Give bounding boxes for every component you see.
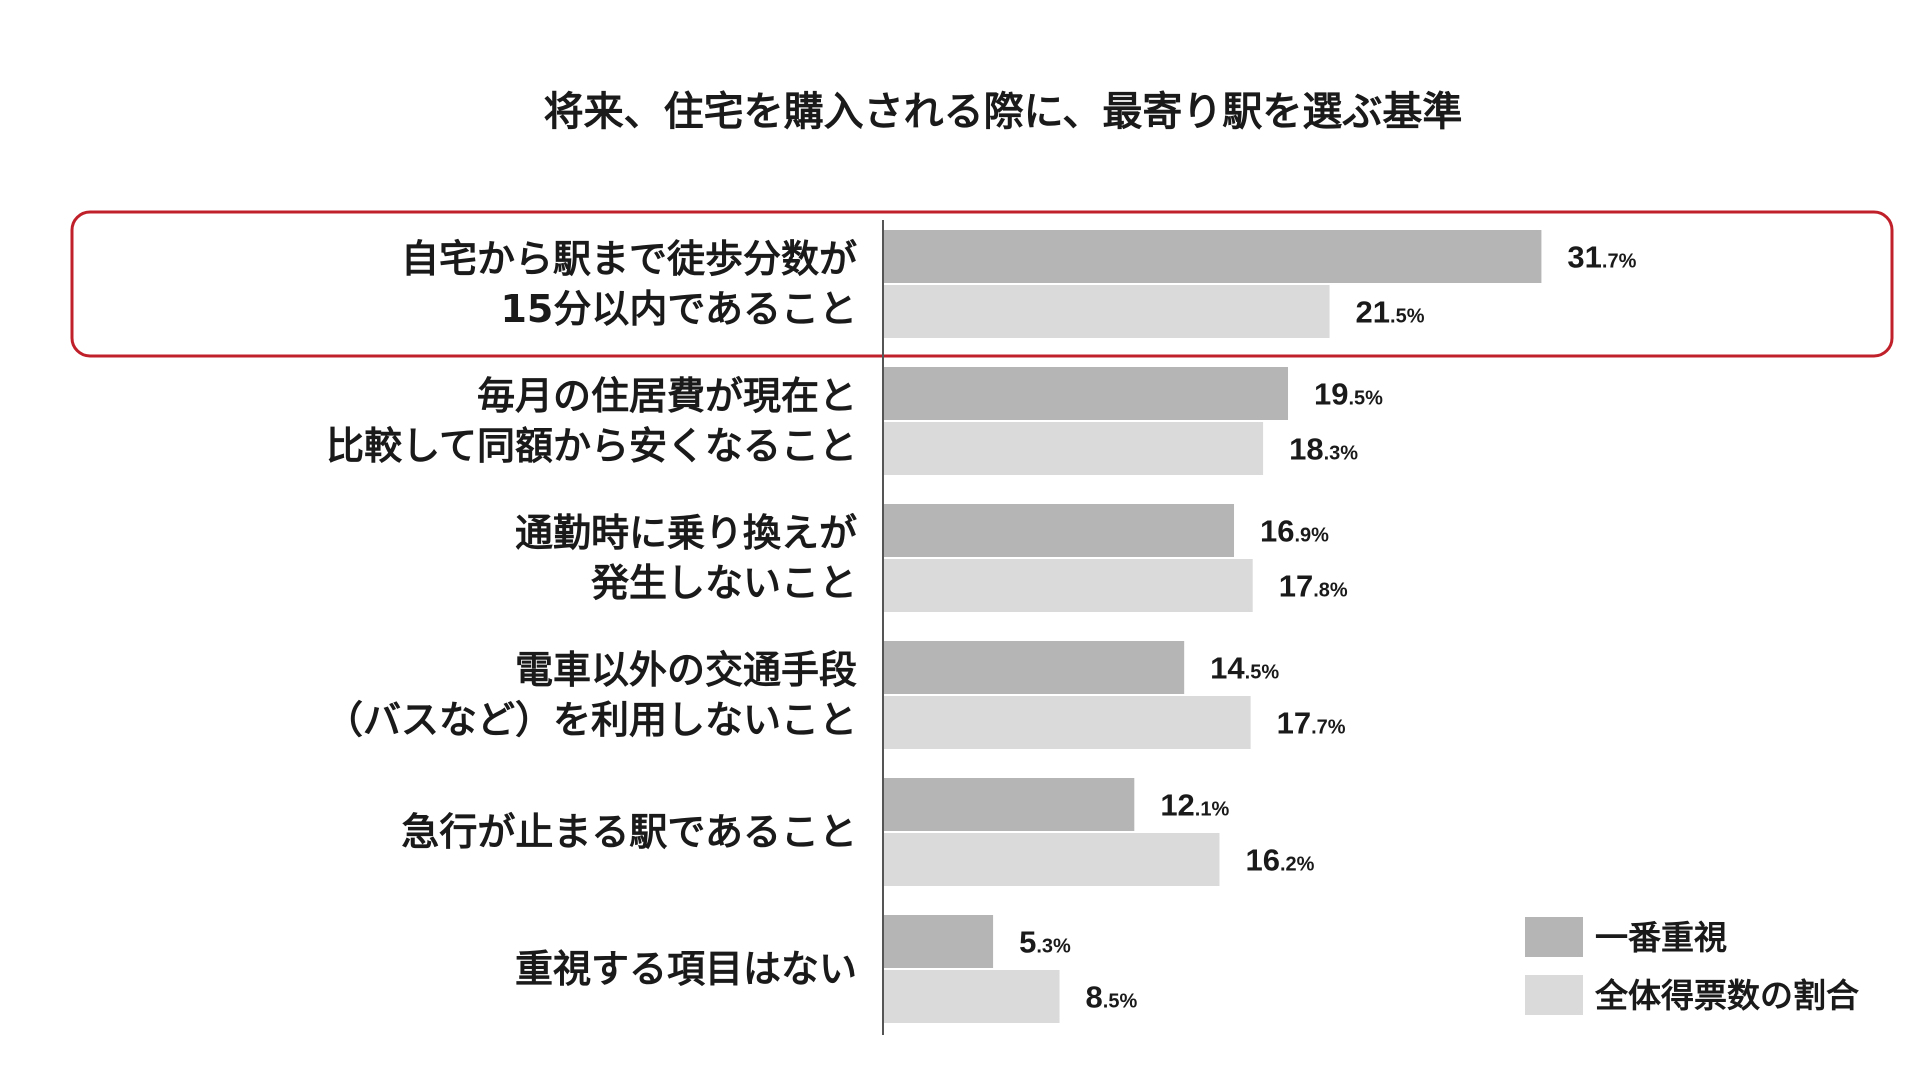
bar-overall-share (883, 970, 1060, 1023)
value-label: 12.1% (1160, 788, 1229, 823)
legend-swatch-overall-share (1525, 975, 1583, 1015)
category-label: 比較して同額から安くなること (326, 424, 857, 468)
value-label: 19.5% (1314, 377, 1383, 412)
category-label: 急行が止まる駅であること (401, 810, 857, 854)
bar-most-important (883, 504, 1235, 557)
category-label: 自宅から駅まで徒歩分数が (401, 237, 857, 281)
value-label: 16.9% (1260, 514, 1329, 549)
legend-swatch-most-important (1525, 917, 1583, 957)
category-labels: 自宅から駅まで徒歩分数が 15分以内であること毎月の住居費が現在と比較して同額から… (325, 237, 857, 991)
category-label: 通勤時に乗り換えが (515, 511, 857, 555)
bar-overall-share (883, 833, 1220, 886)
chart-title: 将来、住宅を購入される際に、最寄り駅を選ぶ基準 (544, 89, 1463, 135)
bar-overall-share (883, 696, 1251, 749)
category-label: （バスなど）を利用しないこと (325, 698, 857, 742)
bar-overall-share (883, 285, 1330, 338)
bar-most-important (883, 915, 994, 968)
legend-label: 全体得票数の割合 (1594, 976, 1859, 1015)
category-label: 15分以内であること (500, 287, 857, 331)
value-label: 31.7% (1567, 240, 1636, 275)
value-label: 17.8% (1279, 569, 1348, 604)
value-label: 8.5% (1086, 980, 1138, 1015)
value-label: 16.2% (1245, 843, 1314, 878)
value-label: 14.5% (1210, 651, 1279, 686)
category-label: 電車以外の交通手段 (515, 648, 857, 692)
bars-layer (883, 230, 1542, 1023)
value-label: 21.5% (1356, 295, 1425, 330)
category-label: 重視する項目はない (515, 947, 857, 991)
bar-most-important (883, 367, 1289, 420)
bar-most-important (883, 778, 1135, 831)
category-label: 発生しないこと (591, 561, 857, 605)
value-labels: 31.7% 21.5% 19.5% 18.3% 16.9% 17.8% 14.5% 17.7%… (1019, 240, 1636, 1015)
value-label: 18.3% (1289, 432, 1358, 467)
bar-overall-share (883, 559, 1253, 612)
highlight-layer (70, 210, 1894, 358)
bar-overall-share (883, 422, 1264, 475)
bar-most-important (883, 641, 1185, 694)
highlight-frame (70, 210, 1894, 358)
value-label: 5.3% (1019, 925, 1071, 960)
value-label: 17.7% (1277, 706, 1346, 741)
legend-label: 一番重視 (1595, 918, 1727, 957)
bar-most-important (883, 230, 1542, 283)
category-label: 毎月の住居費が現在と (477, 374, 857, 418)
